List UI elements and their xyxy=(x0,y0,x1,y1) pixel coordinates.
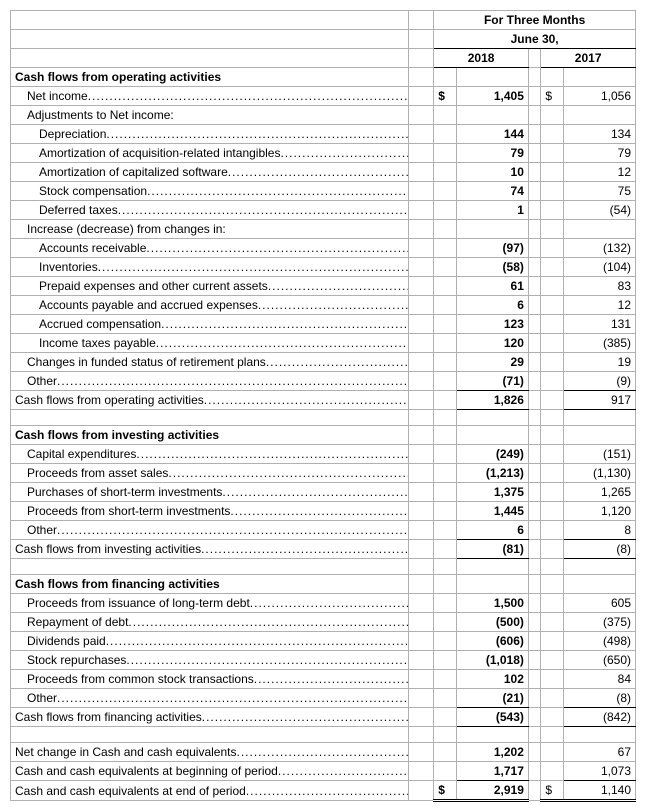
row-def-tax: Deferred taxes1(54) xyxy=(11,201,636,220)
row-proc-st: Proceeds from short-term investments1,44… xyxy=(11,502,636,521)
row-capex: Capital expenditures(249)(151) xyxy=(11,445,636,464)
cash-flow-table: For Three Months June 30, 2018 2017 Cash… xyxy=(10,10,636,802)
row-purch-st: Purchases of short-term investments1,375… xyxy=(11,483,636,502)
row-end: Cash and cash equivalents at end of peri… xyxy=(11,781,636,801)
row-dividends: Dividends paid(606)(498) xyxy=(11,632,636,651)
row-op-other: Other(71)(9) xyxy=(11,372,636,391)
year-2018: 2018 xyxy=(434,49,529,68)
op-title: Cash flows from operating activities xyxy=(11,68,409,87)
adj-label: Adjustments to Net income: xyxy=(11,106,409,125)
row-issue-debt: Proceeds from issuance of long-term debt… xyxy=(11,594,636,613)
row-inv-total: Cash flows from investing activities(81)… xyxy=(11,540,636,559)
row-begin: Cash and cash equivalents at beginning o… xyxy=(11,762,636,781)
inv-title: Cash flows from investing activities xyxy=(11,426,409,445)
row-ap: Accounts payable and accrued expenses612 xyxy=(11,296,636,315)
row-stock-comp: Stock compensation7475 xyxy=(11,182,636,201)
row-prepaid: Prepaid expenses and other current asset… xyxy=(11,277,636,296)
row-depreciation: Depreciation144134 xyxy=(11,125,636,144)
row-accr-comp: Accrued compensation123131 xyxy=(11,315,636,334)
header-row-1: For Three Months xyxy=(11,11,636,30)
row-amort-cap: Amortization of capitalized software1012 xyxy=(11,163,636,182)
row-fin-other: Other(21)(8) xyxy=(11,689,636,708)
year-2017: 2017 xyxy=(541,49,636,68)
row-retire: Changes in funded status of retirement p… xyxy=(11,353,636,372)
year-row: 2018 2017 xyxy=(11,49,636,68)
period-header-2: June 30, xyxy=(434,30,636,49)
fin-title: Cash flows from financing activities xyxy=(11,575,409,594)
row-net-change: Net change in Cash and cash equivalents1… xyxy=(11,743,636,762)
inc-dec-label: Increase (decrease) from changes in: xyxy=(11,220,409,239)
row-tax-pay: Income taxes payable120(385) xyxy=(11,334,636,353)
row-inventories: Inventories(58)(104) xyxy=(11,258,636,277)
row-net-income: Net income$1,405$1,056 xyxy=(11,87,636,106)
row-inv-other: Other68 xyxy=(11,521,636,540)
row-stock-trans: Proceeds from common stock transactions1… xyxy=(11,670,636,689)
row-op-total: Cash flows from operating activities1,82… xyxy=(11,391,636,410)
row-repay-debt: Repayment of debt(500)(375) xyxy=(11,613,636,632)
row-amort-acq: Amortization of acquisition-related inta… xyxy=(11,144,636,163)
period-header-1: For Three Months xyxy=(434,11,636,30)
row-asset-sales: Proceeds from asset sales(1,213)(1,130) xyxy=(11,464,636,483)
row-repurch: Stock repurchases(1,018)(650) xyxy=(11,651,636,670)
header-row-2: June 30, xyxy=(11,30,636,49)
row-fin-total: Cash flows from financing activities(543… xyxy=(11,708,636,727)
row-ar: Accounts receivable(97)(132) xyxy=(11,239,636,258)
